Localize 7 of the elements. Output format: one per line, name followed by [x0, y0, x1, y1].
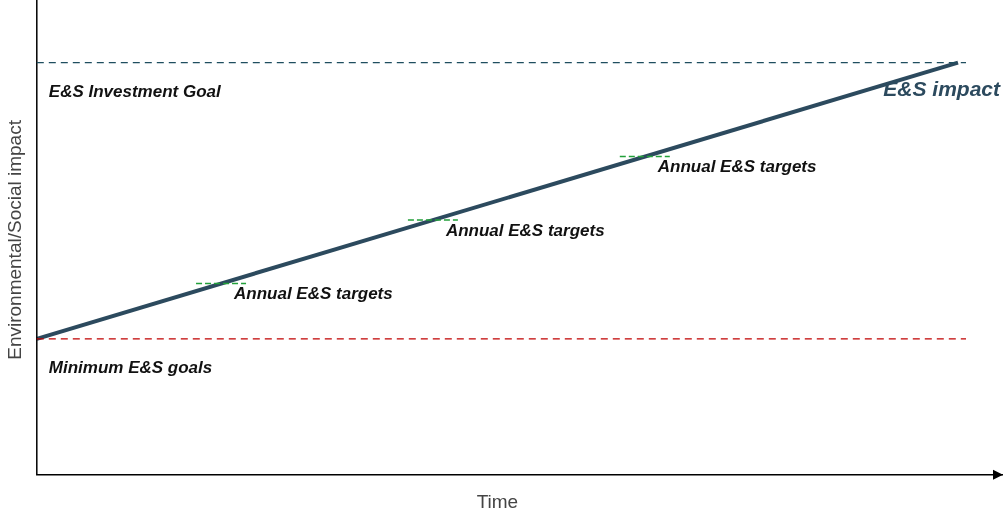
annotation: Annual E&S targets [656, 157, 817, 177]
annotation: Annual E&S targets [233, 284, 393, 304]
ref-line-label: Minimum E&S goals [48, 358, 213, 378]
x-axis-title: Time [476, 490, 519, 512]
annotation: Annual E&S targets [444, 220, 605, 240]
ref-line-label: E&S Investment Goal [48, 82, 223, 102]
y-axis-title: Environmental/Social impact [3, 119, 25, 360]
